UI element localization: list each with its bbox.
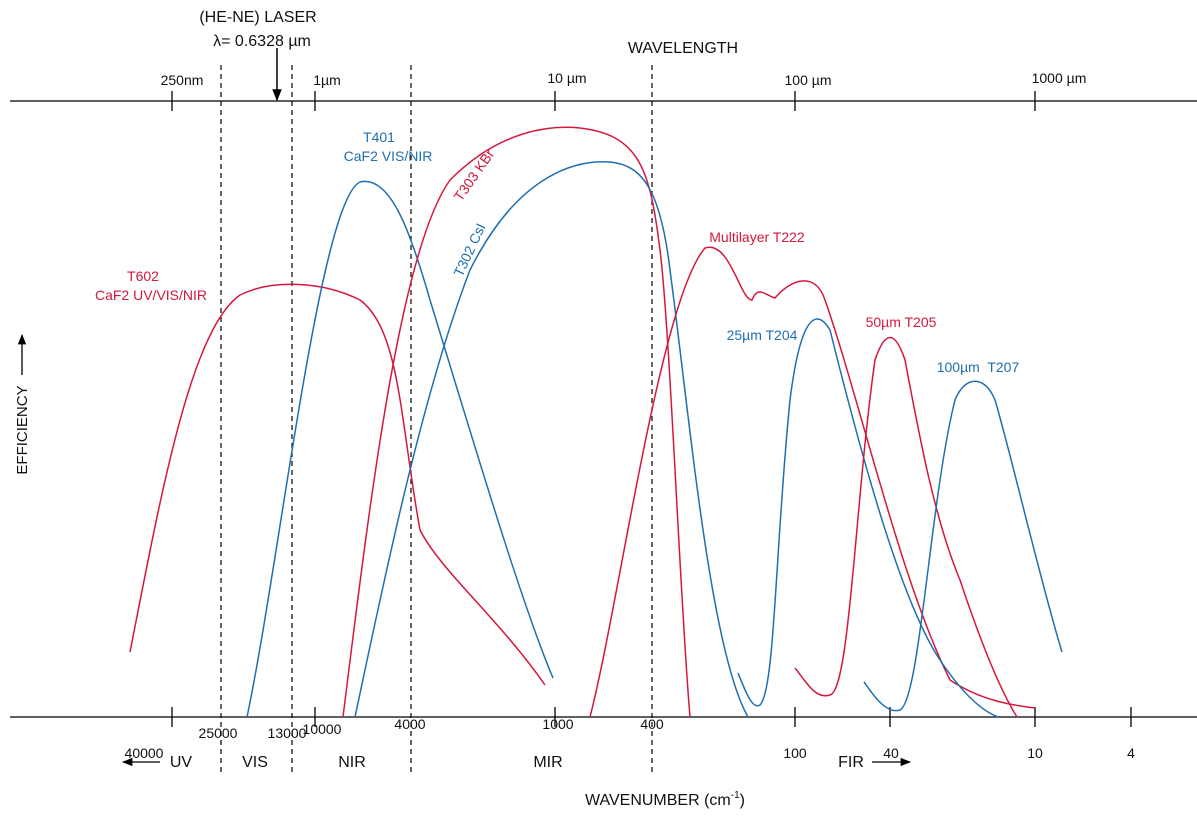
wavenumber-tick-label: 400 bbox=[640, 716, 664, 732]
region-label: VIS bbox=[242, 754, 268, 771]
region-label: NIR bbox=[338, 754, 366, 771]
wavelength-tick-label: 1000 µm bbox=[1032, 70, 1087, 86]
wavenumber-tick-label: 40 bbox=[883, 745, 899, 761]
wavenumber-tick-label: 1000 bbox=[542, 716, 573, 732]
wavenumber-tick-label: 25000 bbox=[199, 725, 238, 741]
curve-label: CaF2 VIS/NIR bbox=[344, 148, 433, 164]
curve-label: Multilayer T222 bbox=[709, 229, 805, 245]
wavenumber-tick-label: 40000 bbox=[125, 745, 164, 761]
wavelength-tick-label: 10 µm bbox=[547, 70, 586, 86]
curve-t401 bbox=[246, 180, 554, 718]
curve-label: 25µm T204 bbox=[727, 327, 798, 343]
wavenumber-tick-label: 4000 bbox=[394, 716, 425, 732]
curve-label: T401 bbox=[363, 129, 395, 145]
curve-t303 bbox=[342, 126, 691, 718]
wavelength-tick-label: 100 µm bbox=[785, 72, 832, 88]
curve-t602 bbox=[129, 283, 546, 686]
curve-label: T602 bbox=[127, 268, 159, 284]
curve-t207 bbox=[863, 380, 1063, 712]
axes bbox=[10, 91, 1197, 727]
laser-label: (HE-NE) LASER bbox=[199, 9, 316, 26]
curves bbox=[129, 126, 1063, 718]
curve-t222 bbox=[589, 246, 1036, 718]
curve-t204 bbox=[737, 318, 999, 718]
wavenumber-tick-label: 10000 bbox=[303, 721, 342, 737]
curve-label: CaF2 UV/VIS/NIR bbox=[95, 287, 207, 303]
curve-label: 50µm T205 bbox=[866, 314, 937, 330]
curve-label: T303 KBr bbox=[450, 146, 497, 204]
laser-wavelength: λ= 0.6328 µm bbox=[213, 33, 311, 50]
curve-t205 bbox=[794, 337, 1018, 718]
wavenumber-tick-label: 100 bbox=[783, 745, 807, 761]
wavelength-tick-label: 250nm bbox=[161, 72, 204, 88]
curve-t302 bbox=[354, 161, 749, 718]
wavenumber-tick-label: 10 bbox=[1027, 745, 1043, 761]
bottom-axis-title: WAVENUMBER (cm-1) bbox=[585, 790, 745, 809]
top-axis-title: WAVELENGTH bbox=[628, 40, 738, 57]
region-label: MIR bbox=[533, 754, 562, 771]
wavenumber-tick-label: 13000 bbox=[268, 725, 307, 741]
region-label: FIR bbox=[838, 754, 864, 771]
wavelength-tick-label: 1µm bbox=[313, 72, 341, 88]
wavenumber-tick-label: 4 bbox=[1127, 745, 1135, 761]
region-label: UV bbox=[170, 754, 193, 771]
region-dividers bbox=[220, 65, 653, 775]
y-axis-title: EFFICIENCY bbox=[14, 385, 31, 474]
curve-label: 100µm T207 bbox=[937, 359, 1020, 375]
